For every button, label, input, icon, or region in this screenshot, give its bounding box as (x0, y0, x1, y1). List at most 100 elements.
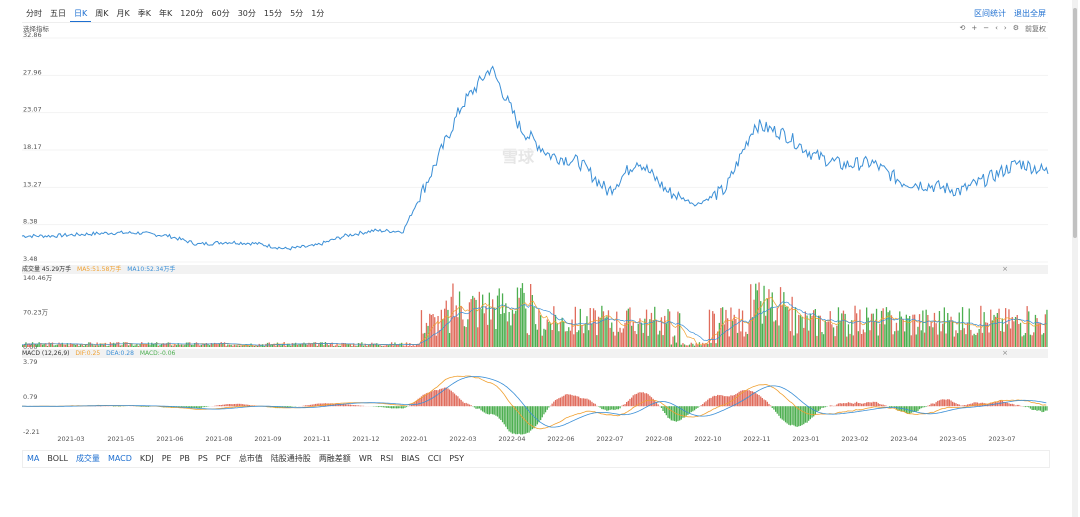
volume-bar (859, 309, 861, 347)
zoom-in-icon[interactable]: + (971, 24, 978, 32)
period-tab[interactable]: 月K (116, 9, 130, 18)
indicator-tab[interactable]: PSY (449, 454, 465, 463)
x-tick-label: 2022-01 (400, 435, 427, 443)
macd-bar (515, 406, 517, 435)
x-tick-label: 2021-11 (303, 435, 330, 443)
volume-bar (818, 315, 820, 347)
macd-bar (798, 406, 800, 427)
macd-bar (862, 403, 864, 407)
indicator-tab[interactable]: PB (179, 454, 190, 463)
adjust-select[interactable]: 前复权 (1025, 25, 1046, 33)
volume-bar (170, 345, 173, 347)
scroll-left-icon[interactable]: ‹ (995, 24, 998, 32)
volume-bar (300, 344, 302, 347)
volume-bar (329, 343, 332, 347)
volume-tick-label: 140.46万 (23, 274, 53, 282)
volume-bar (559, 321, 562, 347)
macd-bar (316, 403, 318, 407)
volume-bar (649, 319, 651, 347)
period-tab[interactable]: 分时 (26, 9, 42, 18)
indicator-tab[interactable]: 总市值 (238, 454, 263, 463)
volume-bar (895, 322, 898, 347)
back-icon[interactable]: ⟲ (959, 24, 966, 32)
volume-bar (1018, 324, 1020, 347)
range-stats-button[interactable]: 区间统计 (974, 9, 1006, 18)
period-tab[interactable]: 日K (70, 6, 92, 22)
indicator-tab[interactable]: PE (161, 454, 172, 463)
macd-bar (822, 406, 825, 408)
volume-bar (667, 309, 669, 347)
period-tab[interactable]: 120分 (180, 9, 204, 18)
close-volume-icon[interactable]: × (1002, 265, 1008, 273)
macd-bar (728, 396, 730, 407)
volume-bar (751, 317, 754, 347)
indicator-tab[interactable]: MACD (107, 454, 132, 463)
volume-bar (707, 344, 709, 347)
volume-bar (1008, 309, 1010, 347)
macd-bar (619, 406, 621, 409)
macd-bar (776, 406, 778, 414)
period-tab[interactable]: 15分 (263, 9, 283, 18)
macd-bar (563, 395, 565, 407)
exit-fullscreen-button[interactable]: 退出全屏 (1014, 9, 1046, 18)
volume-bar (319, 342, 322, 347)
volume-bar (574, 306, 576, 347)
settings-icon[interactable]: ⚙ (1012, 24, 1019, 32)
period-tab[interactable]: 1分 (311, 9, 325, 18)
macd-bar (346, 404, 348, 407)
period-tab[interactable]: 60分 (211, 9, 230, 18)
volume-bar (167, 342, 169, 347)
indicator-tab[interactable]: 陆股通持股 (270, 454, 311, 463)
volume-bar (548, 321, 550, 347)
indicator-tab[interactable]: PCF (215, 454, 231, 463)
macd-bar (842, 403, 845, 407)
period-tab[interactable]: 30分 (237, 9, 256, 18)
volume-bar (991, 320, 993, 347)
indicator-tab[interactable]: KDJ (139, 454, 154, 463)
macd-bar (311, 404, 313, 407)
volume-bar (281, 344, 284, 347)
scrollbar-thumb[interactable] (1073, 8, 1077, 238)
macd-bar (652, 398, 654, 407)
indicator-tab[interactable]: PS (197, 454, 208, 463)
macd-bar (852, 403, 854, 407)
macd-bar (818, 406, 820, 411)
volume-bar (578, 330, 580, 347)
indicator-tab[interactable]: CCI (427, 454, 442, 463)
scroll-right-icon[interactable]: › (1003, 24, 1007, 32)
close-macd-icon[interactable]: × (1002, 349, 1008, 357)
period-tab[interactable]: 季K (137, 9, 151, 18)
volume-bar (475, 299, 477, 347)
zoom-out-icon[interactable]: − (983, 24, 990, 32)
indicator-tab[interactable]: WR (358, 454, 373, 463)
volume-bar (372, 344, 375, 348)
volume-bar (349, 343, 351, 347)
indicator-tab[interactable]: 两融差额 (318, 454, 351, 463)
volume-bar (629, 307, 631, 347)
indicator-select-label[interactable]: 选择指标 (23, 25, 49, 33)
indicator-tab[interactable]: 成交量 (75, 454, 100, 463)
volume-bar (377, 344, 380, 347)
macd-bar (448, 389, 451, 407)
volume-bar (46, 345, 49, 347)
volume-bar (356, 345, 358, 347)
indicator-tab[interactable]: MA (27, 454, 40, 463)
volume-bar (528, 334, 530, 347)
volume-bar (156, 342, 158, 347)
volume-bar (212, 343, 214, 347)
macd-bar (912, 406, 914, 413)
macd-bar (847, 402, 850, 407)
period-tab[interactable]: 年K (159, 9, 173, 18)
scrollbar[interactable] (1072, 0, 1078, 517)
macd-bar (238, 403, 241, 407)
indicator-tab[interactable]: BOLL (47, 454, 68, 463)
indicator-tab[interactable]: RSI (380, 454, 394, 463)
volume-bar (22, 344, 24, 347)
macd-bar (434, 390, 436, 407)
macd-bar (526, 406, 528, 433)
indicator-tab[interactable]: BIAS (401, 454, 420, 463)
period-tab[interactable]: 五日 (50, 9, 66, 18)
period-tab[interactable]: 5分 (290, 9, 304, 18)
period-tab[interactable]: 周K (95, 9, 109, 18)
